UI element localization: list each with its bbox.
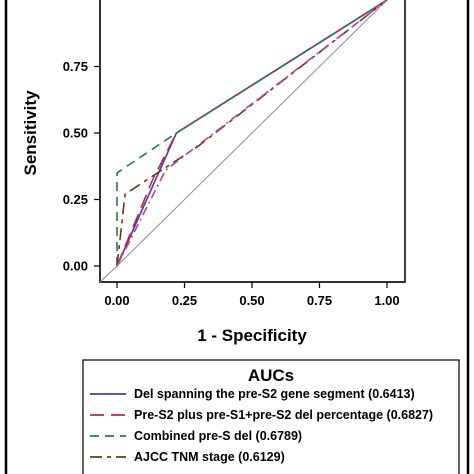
- legend-entries: Del spanning the pre-S2 gene segment (0.…: [90, 387, 433, 464]
- series-layer: [116, 0, 388, 267]
- legend: AUCs Del spanning the pre-S2 gene segmen…: [82, 359, 460, 474]
- roc-curve-series-2: [116, 0, 388, 267]
- legend-label: Combined pre-S del (0.6789): [134, 429, 302, 443]
- y-tick-label: 0.75: [63, 59, 88, 74]
- plot-panel: [99, 0, 406, 283]
- roc-curve-series-3: [116, 0, 388, 266]
- legend-label: Pre-S2 plus pre-S1+pre-S2 del percentage…: [134, 408, 433, 422]
- reference-diagonal-extension: [99, 265, 118, 283]
- roc-curve-series-5: [116, 0, 388, 267]
- legend-title: AUCs: [248, 366, 294, 385]
- legend-label: AJCC TNM stage (0.6129): [134, 450, 285, 464]
- y-axis-title: Sensitivity: [21, 90, 40, 176]
- outer-frame: [4, 0, 470, 474]
- legend-label: Del spanning the pre-S2 gene segment (0.…: [134, 387, 415, 401]
- x-tick-label: 0.00: [104, 293, 129, 308]
- y-tick-label: 0.25: [63, 192, 88, 207]
- y-tick-label: 0.50: [63, 126, 88, 141]
- reference-diagonal-line: [116, 0, 388, 267]
- x-tick-label: 0.50: [239, 293, 264, 308]
- ticks-layer: 0.00 0.25 0.50 0.75 1.00 0.00 0.25 0.50 0.75: [63, 59, 400, 308]
- x-tick-label: 0.25: [172, 293, 197, 308]
- x-tick-label: 1.00: [374, 293, 399, 308]
- x-axis-title: 1 - Specificity: [197, 326, 307, 345]
- reference-line-layer: [99, 0, 388, 283]
- y-tick-label: 0.00: [63, 259, 88, 274]
- legend-box: [82, 359, 460, 474]
- x-tick-label: 0.75: [307, 293, 332, 308]
